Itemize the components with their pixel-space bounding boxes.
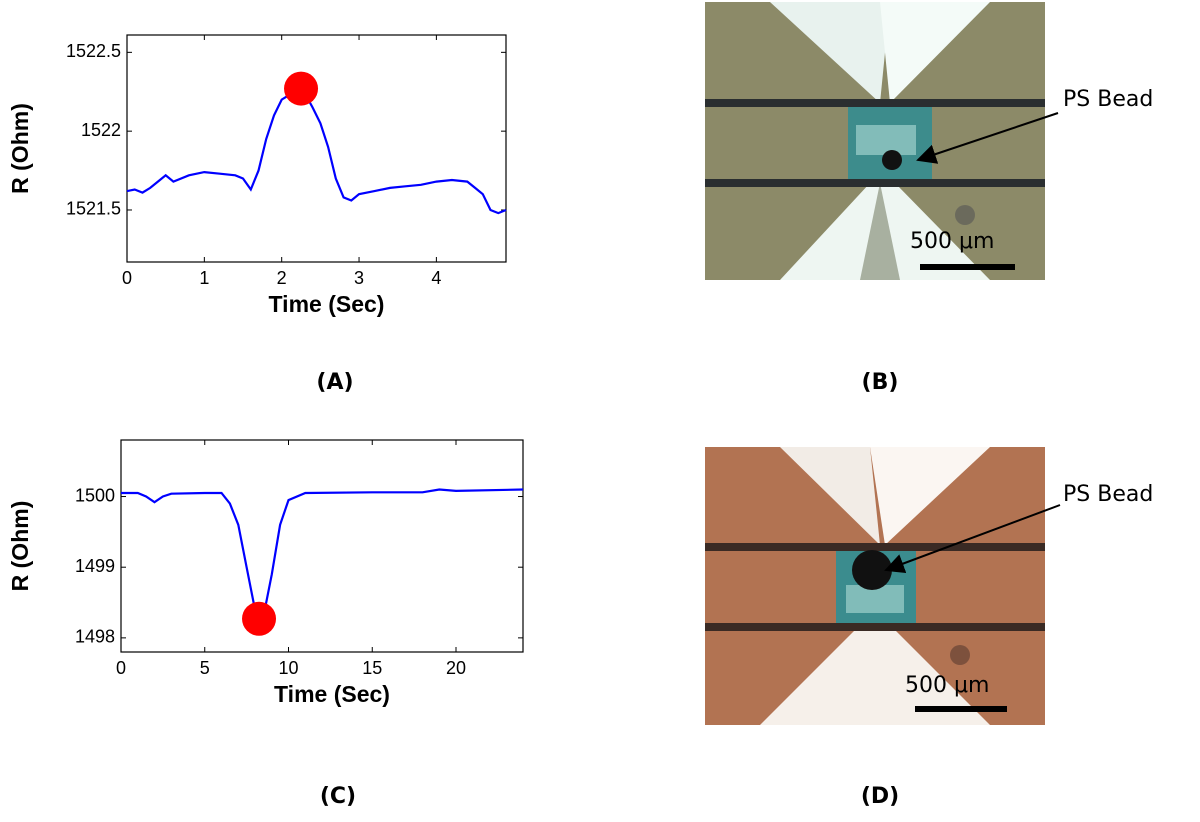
x-tick-label: 15: [362, 658, 382, 678]
x-axis-title: Time (Sec): [269, 291, 385, 317]
panel-label: (C): [320, 784, 356, 809]
peak-marker: [284, 71, 319, 106]
data-line: [121, 488, 524, 619]
scale-label: 500 μm: [910, 229, 994, 254]
scale-label: 500 μm: [905, 673, 989, 698]
y-tick-label: 1521.5: [66, 199, 121, 219]
x-tick-label: 0: [122, 268, 132, 288]
plot-frame: [126, 34, 507, 263]
x-tick-label: 5: [200, 658, 210, 678]
peak-marker: [242, 601, 277, 636]
micrograph-b: [705, 2, 1045, 280]
micrograph-d: [705, 447, 1045, 725]
panel-label: (B): [862, 370, 899, 395]
x-tick-label: 20: [446, 658, 466, 678]
x-tick-label: 2: [277, 268, 287, 288]
y-tick-label: 1522: [81, 120, 121, 140]
bead-label: PS Bead: [1063, 482, 1153, 507]
y-axis-title: R (Ohm): [7, 501, 33, 592]
x-tick-label: 3: [354, 268, 364, 288]
plot-frame: [120, 439, 524, 653]
x-tick-label: 1: [199, 268, 209, 288]
x-axis-title: Time (Sec): [274, 681, 390, 707]
y-tick-label: 1500: [75, 485, 115, 505]
x-tick-label: 4: [431, 268, 441, 288]
y-axis-title: R (Ohm): [7, 103, 33, 194]
arrow: [916, 112, 1059, 164]
arrow: [884, 504, 1061, 574]
panel-label: (A): [316, 370, 353, 395]
y-tick-label: 1498: [75, 627, 115, 647]
bead-label: PS Bead: [1063, 87, 1153, 112]
x-tick-label: 10: [278, 658, 298, 678]
panel-label: (D): [861, 784, 899, 809]
x-tick-label: 0: [116, 658, 126, 678]
y-tick-label: 1499: [75, 556, 115, 576]
y-tick-label: 1522.5: [66, 41, 121, 61]
